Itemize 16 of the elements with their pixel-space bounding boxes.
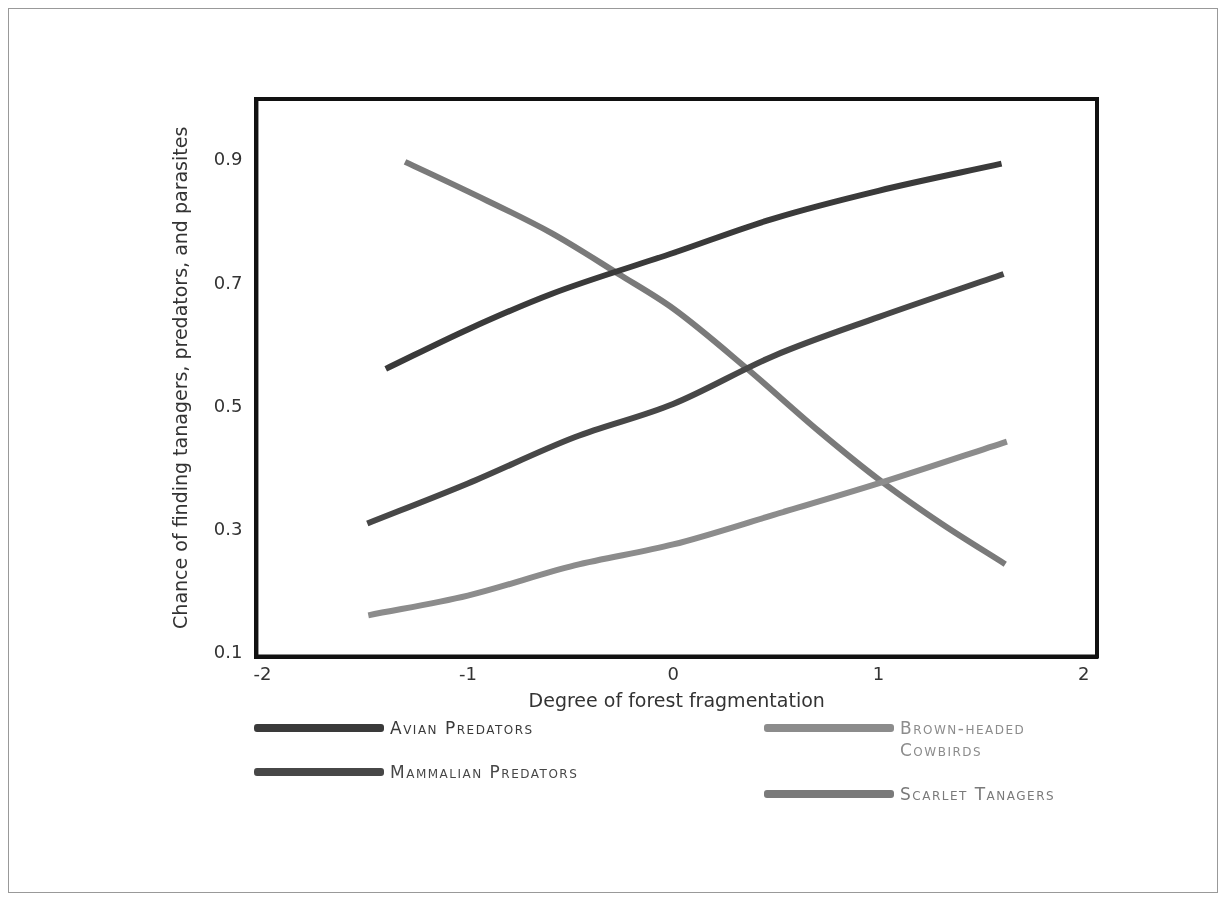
text: Scarlet Tanagers <box>900 783 1056 805</box>
y-axis-title: Chance of finding tanagers, predators, and parasites <box>169 126 192 629</box>
y-tick-label: 0.1 <box>213 641 243 663</box>
y-tick-label: 0.9 <box>213 148 243 170</box>
y-tick-label: 0.3 <box>213 517 243 539</box>
y-tick-label: 0.5 <box>213 394 243 416</box>
x-tick-label: 0 <box>667 663 679 685</box>
x-tick-label: 2 <box>1077 663 1090 685</box>
text: Avian Predators <box>390 717 534 739</box>
x-tick-label: 1 <box>872 663 885 685</box>
x-axis-title: Degree of forest fragmentation <box>528 688 825 711</box>
y-tick-label: 0.7 <box>213 271 243 293</box>
text: Brown-headed Cowbirds <box>900 717 1027 761</box>
x-tick-label: -1 <box>458 663 477 685</box>
x-tick-label: -2 <box>253 663 272 685</box>
text: Mammalian Predators <box>390 761 579 783</box>
